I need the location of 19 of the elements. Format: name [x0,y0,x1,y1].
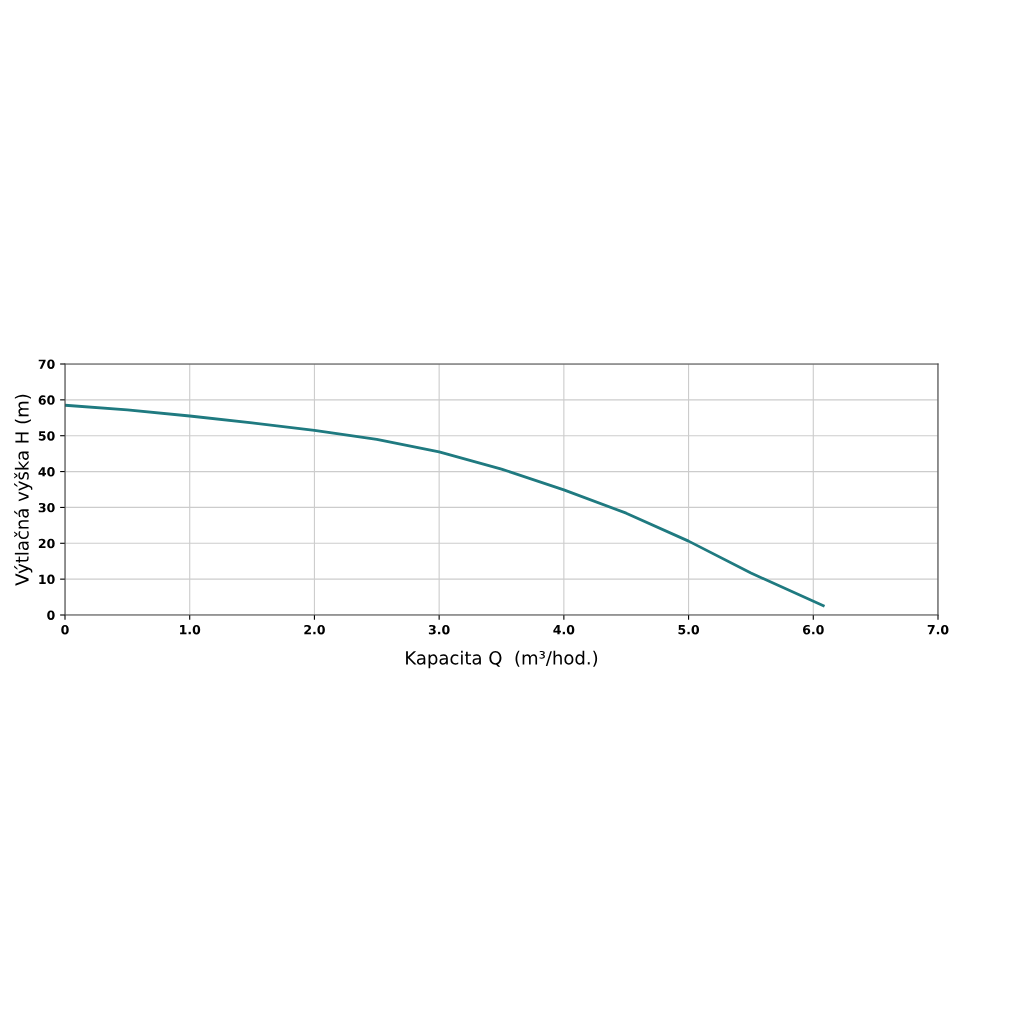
x-tick-label: 2.0 [304,624,325,635]
x-tick-label: 1.0 [180,624,201,635]
y-tick-label: 0 [47,610,55,620]
y-tick-label: 40 [38,467,55,477]
y-tick-label: 50 [38,431,55,441]
x-tick-label: 7.0 [927,624,949,635]
y-tick-label: 30 [38,502,55,513]
line-series [65,403,825,608]
y-tick-label: 20 [38,538,55,549]
x-tick-label: 3.0 [428,624,450,635]
x-tick-label: 4.0 [553,624,575,635]
x-tick-label: 6.0 [802,624,824,635]
y-axis-title: Výtlačná výška H (m) [14,394,33,586]
x-axis-title: Kapacita Q (m³/hod.) [406,650,598,669]
y-tick-label: 70 [38,359,55,369]
y-tick-label: 10 [39,574,55,585]
x-tick-label: 5.0 [678,624,700,635]
x-tick-label: 0 [61,624,69,635]
y-tick-label: 60 [38,395,55,405]
